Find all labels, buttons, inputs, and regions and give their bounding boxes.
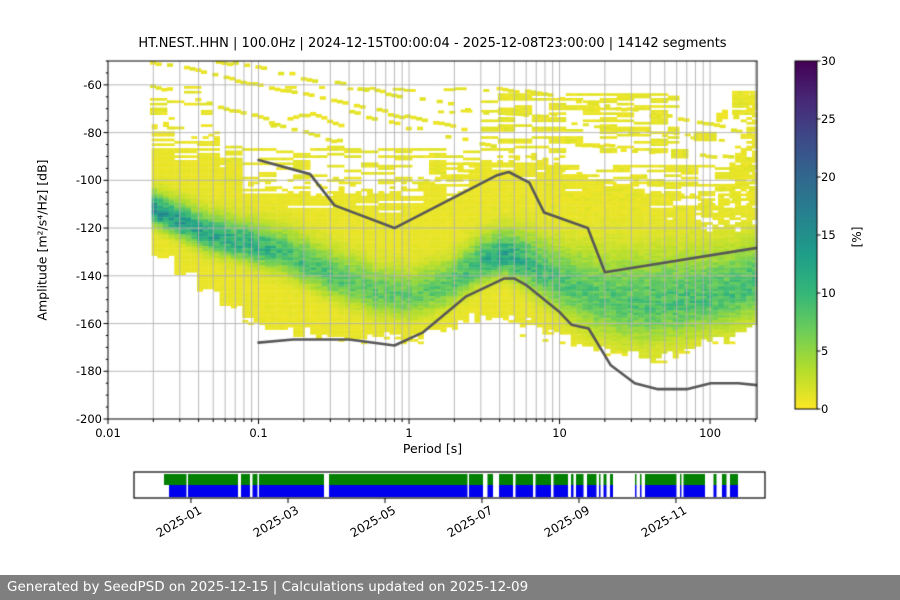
x-tick-label: 0.1 [249, 426, 268, 440]
plot-title: HT.NEST..HHN | 100.0Hz | 2024-12-15T00:0… [138, 36, 727, 51]
x-tick-label: 1 [405, 426, 413, 440]
x-axis-label: Period [s] [402, 441, 463, 456]
y-tick-label: -120 [75, 221, 102, 236]
colorbar-tick-label: 20 [821, 170, 836, 184]
x-tick-label: 100 [699, 426, 722, 440]
x-tick-label: 10 [552, 426, 567, 440]
footer-bar: Generated by SeedPSD on 2025-12-15 | Cal… [0, 575, 900, 600]
colorbar-tick-label: 25 [821, 112, 836, 126]
y-tick-label: -100 [75, 173, 102, 188]
y-tick-label: -160 [75, 316, 102, 331]
colorbar-tick-label: 0 [821, 402, 829, 416]
colorbar-tick-label: 15 [821, 228, 836, 242]
y-tick-label: -80 [83, 125, 102, 140]
footer-text: Generated by SeedPSD on 2025-12-15 | Cal… [7, 579, 529, 595]
colorbar-tick-label: 10 [821, 286, 836, 300]
x-tick-label: 0.01 [95, 426, 121, 440]
colorbar-tick-label: 5 [821, 344, 829, 358]
y-tick-label: -60 [83, 77, 102, 92]
y-tick-label: -180 [75, 364, 102, 379]
y-tick-label: -200 [75, 412, 102, 426]
colorbar-tick-label: 30 [821, 54, 836, 68]
y-tick-label: -140 [75, 268, 102, 283]
